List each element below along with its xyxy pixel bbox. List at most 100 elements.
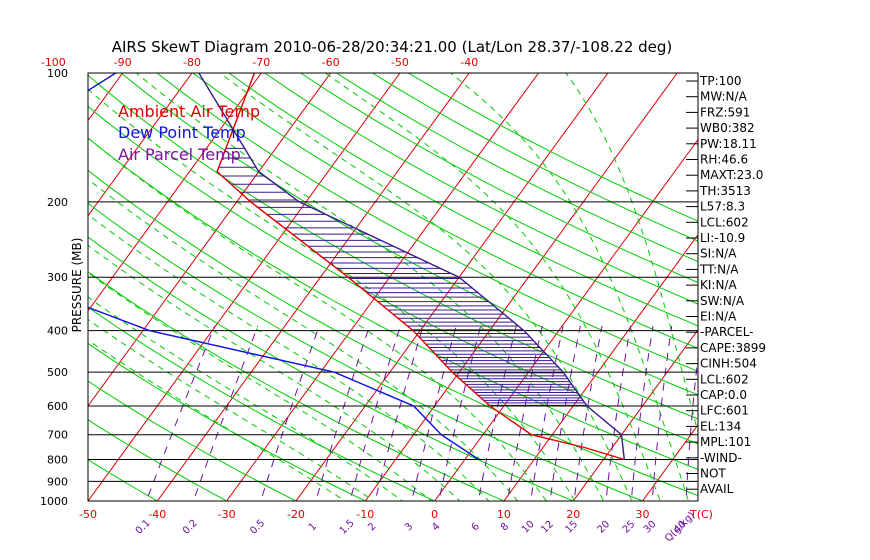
moist-adiabat-line xyxy=(88,137,548,501)
isotherm-line xyxy=(88,73,193,217)
mixing-ratio-tick-label: 20 xyxy=(595,519,612,536)
y-axis-label: PRESSURE (MB) xyxy=(70,238,84,333)
mixing-ratio-tick-label: 1.5 xyxy=(338,518,357,537)
dry-adiabat-line xyxy=(228,73,698,327)
mixing-ratio-tick-label: 3 xyxy=(403,521,415,533)
index-label: TP:100 xyxy=(699,74,742,88)
bottom-temp-tick-labels: -50 -40 -30 -20 -10 0 10 20 30 T(C) xyxy=(79,508,713,521)
moist-adiabat-line xyxy=(324,73,661,501)
moist-adiabat-line xyxy=(88,88,576,501)
dry-adiabat-line xyxy=(300,73,698,284)
mixing-ratio-line xyxy=(260,325,320,501)
index-label: CAP:0.0 xyxy=(700,388,747,402)
moist-adiabat-line xyxy=(88,244,461,501)
legend-dewpoint: Dew Point Temp xyxy=(118,123,246,142)
bottom-temp-tick-label: -40 xyxy=(148,508,166,521)
index-label: -PARCEL- xyxy=(700,325,754,339)
isobar-lines xyxy=(88,201,698,482)
mixing-ratio-line xyxy=(477,325,517,501)
index-label: FRZ:591 xyxy=(700,105,750,119)
mixing-ratio-line xyxy=(506,325,543,501)
mixing-ratio-tick-label: 10 xyxy=(520,519,537,536)
index-label: MAXT:23.0 xyxy=(700,168,763,182)
moist-adiabat-line xyxy=(88,296,404,501)
mixing-ratio-line xyxy=(145,325,216,501)
mixing-ratio-tick-label: Q(g/kg) xyxy=(663,510,697,544)
thermo-grid xyxy=(88,53,870,510)
cape-hatching xyxy=(218,147,587,406)
isotherm-line xyxy=(156,73,470,501)
mixing-ratio-tick-label: 25 xyxy=(621,519,638,536)
index-label: RH:46.6 xyxy=(700,153,748,167)
isotherm-line xyxy=(226,73,540,501)
isotherm-line xyxy=(88,73,332,407)
index-label: CAPE:3899 xyxy=(700,341,766,355)
isotherm-line xyxy=(88,73,401,501)
index-label: WB0:382 xyxy=(700,121,755,135)
isotherm-line xyxy=(775,53,870,510)
index-label: LFC:601 xyxy=(700,404,749,418)
dry-adiabat-line xyxy=(88,202,644,501)
pressure-tick-label: 200 xyxy=(47,196,68,209)
dry-adiabat-line xyxy=(120,73,698,396)
index-label: CINH:504 xyxy=(700,357,757,371)
index-label: SW:N/A xyxy=(700,294,745,308)
pressure-tick-label: 400 xyxy=(47,325,68,338)
index-label: TT:N/A xyxy=(699,262,739,276)
index-label: AVAIL xyxy=(700,482,734,496)
pressure-tick-label: 1000 xyxy=(40,495,68,508)
dry-adiabat-line xyxy=(264,73,698,305)
moist-adiabat-line xyxy=(88,318,375,501)
pressure-tick-label: 700 xyxy=(47,429,68,442)
top-temp-tick-label: -70 xyxy=(252,56,270,69)
moist-adiabat-line xyxy=(88,272,432,501)
mixing-ratio-tick-label: 30 xyxy=(642,519,659,536)
dry-adiabat-line xyxy=(88,74,698,420)
index-label: EI:N/A xyxy=(700,310,737,324)
top-temp-tick-label: -50 xyxy=(391,56,409,69)
isotherm-line xyxy=(434,138,698,501)
index-label: SI:N/A xyxy=(700,247,737,261)
mixing-ratio-line xyxy=(605,325,631,501)
dry-adiabat-line xyxy=(88,169,698,497)
dry-adiabat-line xyxy=(156,73,698,372)
index-label: MPL:101 xyxy=(700,435,751,449)
pressure-tick-labels: 100 200 300 400 500 600 700 800 900 1000 xyxy=(40,67,68,508)
dry-adiabat-line xyxy=(88,459,159,501)
dry-adiabat-line xyxy=(88,419,228,501)
mixing-ratio-tick-label: 12 xyxy=(539,519,556,536)
index-label: PW:18.11 xyxy=(700,137,757,151)
index-label: MW:N/A xyxy=(700,90,748,104)
bottom-temp-tick-label: -10 xyxy=(356,508,374,521)
moist-adiabat-line xyxy=(450,73,690,501)
mixing-ratio-tick-label: 15 xyxy=(563,519,580,536)
legend-ambient: Ambient Air Temp xyxy=(118,102,260,121)
index-label: KI:N/A xyxy=(700,278,737,292)
isotherm-line xyxy=(503,233,698,501)
moist-adiabat-line xyxy=(135,73,605,501)
index-label: TH:3513 xyxy=(699,184,751,198)
mixing-ratio-tick-label: 6 xyxy=(470,521,482,533)
mixing-ratio-line xyxy=(315,325,370,501)
index-label: LI:-10.9 xyxy=(700,231,745,245)
mixing-ratio-tick-label: 0.5 xyxy=(248,518,267,537)
isotherm-line xyxy=(572,328,698,501)
pressure-tick-label: 900 xyxy=(47,475,68,488)
dry-adiabat-line xyxy=(88,306,436,501)
pressure-tick-label: 100 xyxy=(47,67,68,80)
parcel-temp-line xyxy=(198,73,625,460)
pressure-tick-label: 500 xyxy=(47,366,68,379)
moist-adiabat-line xyxy=(88,178,519,501)
top-temp-tick-label: -40 xyxy=(460,56,478,69)
isotherm-line xyxy=(844,53,870,510)
index-label: -WIND- xyxy=(700,451,742,465)
top-temp-tick-label: -80 xyxy=(183,56,201,69)
mixing-ratio-tick-label: 8 xyxy=(499,521,511,533)
dry-adiabat-line xyxy=(88,236,575,501)
dry-adiabat-line xyxy=(192,73,698,349)
dewpoint-line xyxy=(88,73,480,461)
isotherm-line xyxy=(88,73,124,122)
moist-adiabat-line xyxy=(88,339,346,501)
